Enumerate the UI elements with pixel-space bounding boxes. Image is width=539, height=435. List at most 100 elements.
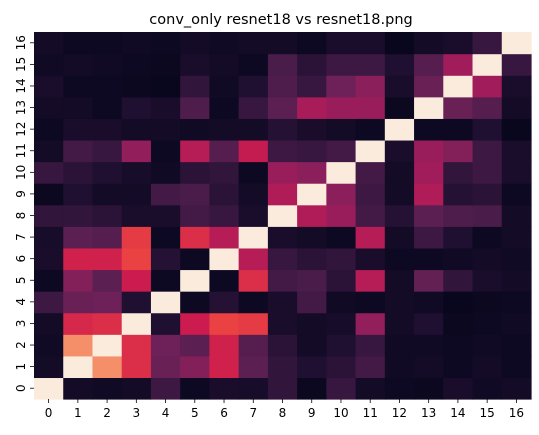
heatmap-cell-r14-c12 [384, 75, 415, 98]
y-tick-label: 1 [14, 363, 28, 371]
y-tick-label: 4 [14, 298, 28, 306]
heatmap-cell-r0-c14 [443, 377, 474, 400]
heatmap-cell-r9-c2 [92, 183, 123, 206]
heatmap-cell-r3-c15 [472, 312, 503, 335]
heatmap-cell-r11-c12 [384, 139, 415, 163]
heatmap-cell-r4-c16 [501, 291, 532, 314]
heatmap-cell-r0-c3 [121, 377, 152, 400]
heatmap-cell-r9-c0 [34, 183, 64, 206]
heatmap-cells [34, 32, 532, 400]
heatmap-cell-r3-c8 [267, 312, 298, 335]
heatmap-cell-r3-c10 [326, 312, 357, 335]
heatmap-cell-r10-c11 [355, 161, 386, 184]
heatmap-cell-r1-c11 [355, 355, 386, 379]
heatmap-cell-r10-c10 [326, 161, 357, 184]
heatmap-cell-r3-c11 [355, 312, 386, 335]
heatmap-cell-r14-c9 [297, 75, 327, 98]
heatmap-cell-r15-c10 [326, 53, 357, 76]
heatmap-cell-r1-c13 [414, 355, 444, 379]
heatmap-cell-r15-c2 [92, 53, 123, 76]
heatmap-cell-r0-c15 [472, 377, 503, 400]
heatmap-cell-r11-c13 [414, 139, 444, 163]
x-tick-label: 8 [279, 406, 287, 420]
heatmap-cell-r8-c15 [472, 204, 503, 227]
heatmap-cell-r13-c14 [443, 96, 474, 119]
heatmap-cell-r5-c9 [297, 269, 327, 292]
heatmap-cell-r9-c11 [355, 183, 386, 206]
heatmap-cell-r6-c7 [238, 247, 269, 271]
heatmap-cell-r8-c8 [267, 204, 298, 227]
heatmap-cell-r4-c4 [150, 291, 181, 314]
heatmap-cell-r16-c3 [121, 32, 152, 55]
heatmap-cell-r6-c11 [355, 247, 386, 271]
heatmap-cell-r11-c2 [92, 139, 123, 163]
heatmap-cell-r0-c10 [326, 377, 357, 400]
heatmap-cell-r2-c7 [238, 334, 269, 357]
heatmap-cell-r5-c3 [121, 269, 152, 292]
heatmap-cell-r3-c3 [121, 312, 152, 335]
heatmap-cell-r12-c3 [121, 118, 152, 141]
heatmap-cell-r0-c13 [414, 377, 444, 400]
heatmap-cell-r7-c9 [297, 226, 327, 249]
heatmap-cell-r13-c8 [267, 96, 298, 119]
heatmap-cell-r10-c14 [443, 161, 474, 184]
heatmap-cell-r6-c12 [384, 247, 415, 271]
heatmap-cell-r4-c12 [384, 291, 415, 314]
heatmap-cell-r6-c16 [501, 247, 532, 271]
heatmap-cell-r13-c1 [63, 96, 94, 119]
heatmap-cell-r4-c3 [121, 291, 152, 314]
heatmap-cell-r2-c8 [267, 334, 298, 357]
heatmap-cell-r9-c6 [209, 183, 240, 206]
heatmap-cell-r15-c16 [501, 53, 532, 76]
heatmap-cell-r15-c0 [34, 53, 64, 76]
heatmap-cell-r15-c11 [355, 53, 386, 76]
heatmap-cell-r0-c0 [34, 377, 64, 400]
heatmap-cell-r3-c13 [414, 312, 444, 335]
heatmap-cell-r5-c16 [501, 269, 532, 292]
heatmap-cell-r8-c1 [63, 204, 94, 227]
heatmap-cell-r8-c0 [34, 204, 64, 227]
heatmap-cell-r15-c3 [121, 53, 152, 76]
heatmap-cell-r9-c4 [150, 183, 181, 206]
heatmap-cell-r1-c14 [443, 355, 474, 379]
heatmap-cell-r2-c14 [443, 334, 474, 357]
heatmap-cell-r16-c12 [384, 32, 415, 55]
heatmap-cell-r3-c4 [150, 312, 181, 335]
heatmap-cell-r12-c10 [326, 118, 357, 141]
heatmap-cell-r9-c10 [326, 183, 357, 206]
heatmap-cell-r13-c2 [92, 96, 123, 119]
heatmap-cell-r0-c2 [92, 377, 123, 400]
x-tick-label: 0 [45, 406, 53, 420]
heatmap-cell-r14-c0 [34, 75, 64, 98]
heatmap-cell-r13-c16 [501, 96, 532, 119]
x-tick-label: 9 [308, 406, 316, 420]
chart-title: conv_only resnet18 vs resnet18.png [149, 12, 412, 28]
heatmap-cell-r4-c2 [92, 291, 123, 314]
heatmap-cell-r15-c6 [209, 53, 240, 76]
x-tick-label: 2 [103, 406, 111, 420]
heatmap-cell-r4-c1 [63, 291, 94, 314]
heatmap-cell-r10-c12 [384, 161, 415, 184]
heatmap-cell-r13-c7 [238, 96, 269, 119]
heatmap-cell-r1-c3 [121, 355, 152, 379]
heatmap-cell-r12-c7 [238, 118, 269, 141]
heatmap-cell-r6-c5 [180, 247, 211, 271]
heatmap-cell-r12-c16 [501, 118, 532, 141]
heatmap-cell-r15-c14 [443, 53, 474, 76]
heatmap-cell-r14-c10 [326, 75, 357, 98]
heatmap-cell-r16-c13 [414, 32, 444, 55]
heatmap-cell-r16-c14 [443, 32, 474, 55]
heatmap-cell-r4-c9 [297, 291, 327, 314]
heatmap-cell-r16-c9 [297, 32, 327, 55]
heatmap-cell-r3-c5 [180, 312, 211, 335]
heatmap-cell-r6-c4 [150, 247, 181, 271]
heatmap-cell-r9-c15 [472, 183, 503, 206]
heatmap-cell-r16-c6 [209, 32, 240, 55]
heatmap-cell-r10-c6 [209, 161, 240, 184]
heatmap-cell-r11-c9 [297, 139, 327, 163]
heatmap-cell-r3-c16 [501, 312, 532, 335]
heatmap-cell-r10-c8 [267, 161, 298, 184]
heatmap-cell-r11-c0 [34, 139, 64, 163]
heatmap-cell-r5-c11 [355, 269, 386, 292]
